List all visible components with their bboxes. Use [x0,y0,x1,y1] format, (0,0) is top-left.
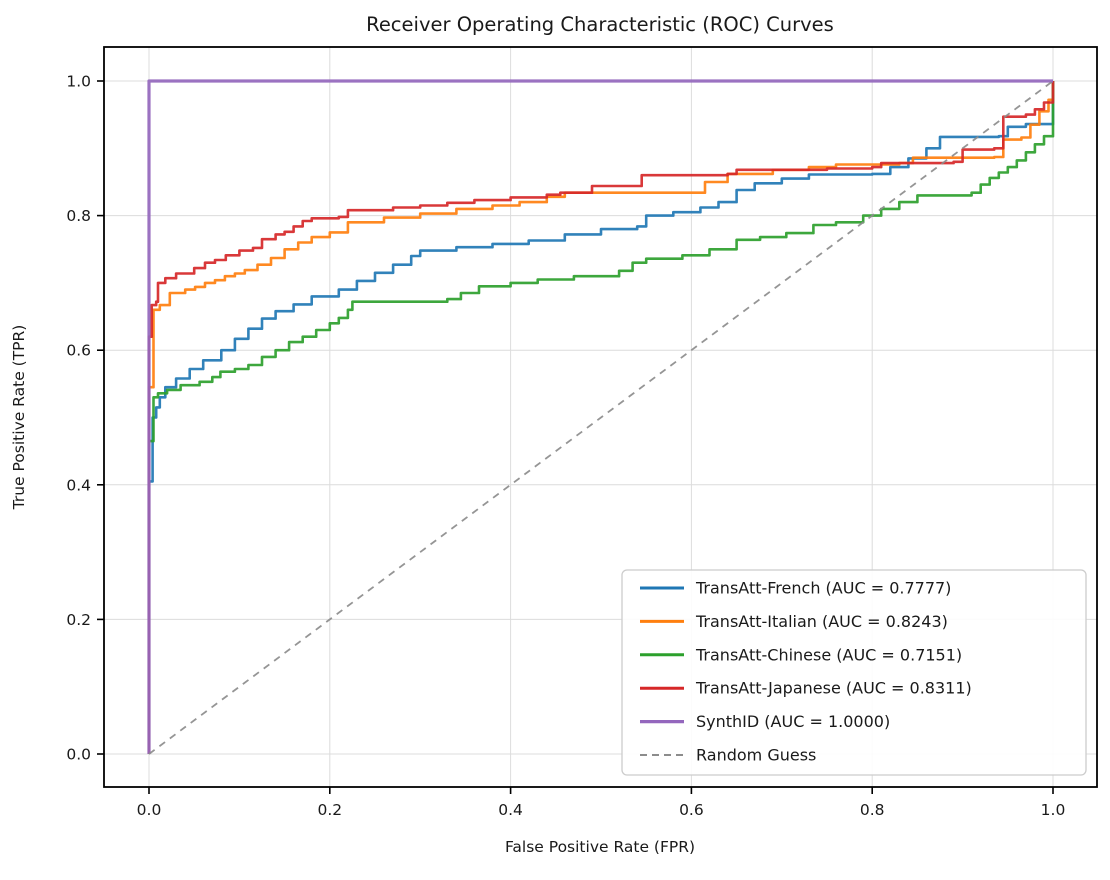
legend-item-label: TransAtt-Italian (AUC = 0.8243) [695,612,948,631]
legend-item-synthid: SynthID (AUC = 1.0000) [640,712,890,731]
y-tick-label: 0.8 [66,207,91,225]
plot-border [103,46,1098,788]
y-axis-label: True Positive Rate (TPR) [10,325,28,511]
x-tick-label: 0.2 [317,801,342,819]
axis-ticks: 0.0 0.2 0.4 0.6 0.8 1.0 0.0 0.2 0.4 0.6 0.8 1.0 [66,73,1065,820]
legend-item-random-guess: Random Guess [640,746,816,765]
legend-item-transatt-french: TransAtt-French (AUC = 0.7777) [640,579,951,598]
legend-item-label: TransAtt-Japanese (AUC = 0.8311) [695,679,972,698]
x-axis-label: False Positive Rate (FPR) [505,838,695,856]
y-tick-label: 1.0 [66,73,91,91]
y-tick-label: 0.6 [66,342,91,360]
legend-item-label: Random Guess [696,746,816,765]
roc-curve-transatt-french [147,81,1055,754]
y-tick-label: 0.0 [66,746,91,764]
roc-curves [147,79,1055,755]
y-tick-label: 0.2 [66,611,91,629]
chart-title: Receiver Operating Characteristic (ROC) … [366,13,834,36]
roc-curve-transatt-italian [147,81,1055,754]
roc-curve-transatt-japanese [147,81,1055,754]
roc-curve-synthid [147,79,1053,754]
x-tick-label: 0.6 [679,801,704,819]
legend: TransAtt-French (AUC = 0.7777) TransAtt-I… [621,569,1087,776]
legend-item-label: TransAtt-Chinese (AUC = 0.7151) [695,645,962,664]
roc-curve-transatt-chinese [147,81,1055,754]
legend-item-transatt-japanese: TransAtt-Japanese (AUC = 0.8311) [640,679,972,698]
legend-item-transatt-chinese: TransAtt-Chinese (AUC = 0.7151) [640,645,962,664]
legend-item-label: SynthID (AUC = 1.0000) [696,712,890,731]
roc-curve-random-guess [148,80,1054,755]
x-tick-label: 0.0 [137,801,162,819]
y-tick-label: 0.4 [66,476,91,494]
legend-item-label: TransAtt-French (AUC = 0.7777) [695,579,951,598]
x-tick-label: 1.0 [1041,801,1066,819]
legend-item-transatt-italian: TransAtt-Italian (AUC = 0.8243) [640,612,948,631]
x-tick-label: 0.4 [498,801,523,819]
legend-box [621,569,1087,776]
x-tick-label: 0.8 [860,801,885,819]
